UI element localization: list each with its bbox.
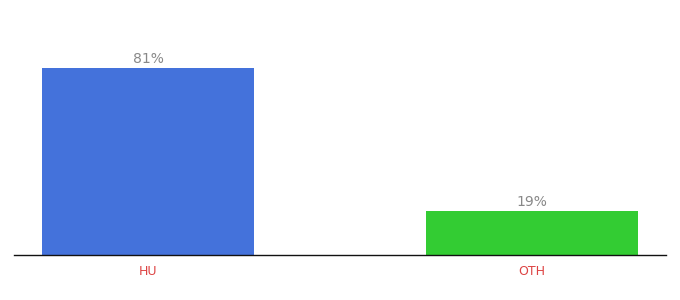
Bar <box>426 211 638 255</box>
Bar <box>42 68 254 255</box>
Text: 19%: 19% <box>517 195 547 209</box>
Text: 81%: 81% <box>133 52 163 66</box>
